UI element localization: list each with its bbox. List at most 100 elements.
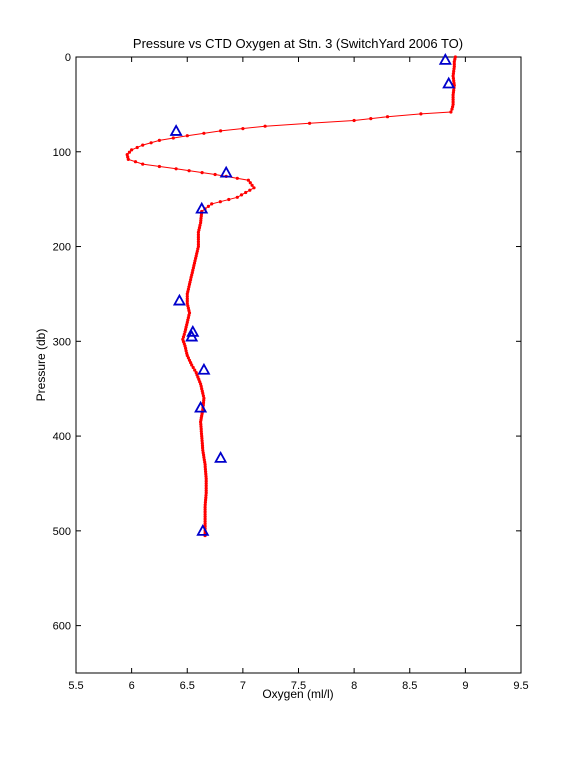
oxygen-data-point (185, 353, 189, 358)
oxygen-data-point (200, 439, 204, 443)
oxygen-data-point (187, 308, 191, 313)
oxygen-profile-path (126, 56, 456, 536)
oxygen-data-point (250, 183, 254, 187)
x-tick-label: 9.5 (513, 680, 528, 692)
oxygen-data-point (206, 204, 210, 208)
oxygen-data-point (190, 363, 194, 367)
bottle-sample-triangle (438, 52, 452, 65)
x-axis-label: Oxygen (ml/l) (262, 687, 333, 701)
x-tick-label: 7 (240, 680, 246, 692)
oxygen-data-point (187, 313, 191, 317)
oxygen-data-point (186, 316, 190, 320)
oxygen-data-point (352, 118, 356, 123)
x-tick-label: 9 (462, 680, 468, 692)
oxygen-data-point (174, 167, 178, 171)
y-tick-label: 200 (53, 242, 71, 254)
oxygen-data-point (202, 398, 206, 402)
oxygen-data-point (185, 134, 189, 138)
oxygen-data-point (194, 254, 198, 258)
oxygen-data-point (204, 479, 208, 483)
oxygen-data-point (127, 150, 131, 154)
oxygen-data-point (195, 252, 199, 256)
y-tick-label: 600 (53, 621, 71, 633)
oxygen-data-point (185, 294, 189, 298)
oxygen-data-point (204, 477, 208, 481)
oxygen-data-point (199, 425, 203, 429)
x-tick-label: 5.5 (68, 680, 83, 692)
oxygen-data-point (201, 401, 206, 405)
oxygen-data-point (184, 325, 188, 329)
oxygen-data-point (451, 102, 455, 106)
oxygen-data-point (182, 332, 186, 336)
oxygen-data-point (185, 297, 189, 301)
oxygen-data-point (186, 318, 190, 322)
oxygen-data-point (200, 171, 204, 175)
oxygen-data-point (203, 462, 207, 467)
bottle-sample-triangle (195, 201, 209, 214)
oxygen-data-point (227, 197, 231, 202)
oxygen-data-point (187, 282, 192, 286)
oxygen-data-point (185, 301, 189, 305)
oxygen-data-point (200, 434, 204, 438)
oxygen-data-point (235, 176, 239, 180)
oxygen-data-point (451, 98, 455, 102)
oxygen-data-point (157, 164, 161, 169)
oxygen-data-point (199, 427, 203, 431)
bottle-sample-triangle (197, 362, 211, 375)
oxygen-data-point (204, 496, 208, 500)
oxygen-data-point (197, 226, 202, 230)
oxygen-data-point (210, 202, 214, 206)
oxygen-data-point (183, 344, 187, 348)
oxygen-data-point (385, 115, 390, 119)
oxygen-data-point (451, 100, 455, 104)
oxygen-data-point (200, 441, 204, 445)
oxygen-data-point (218, 200, 222, 204)
bottle-sample-triangle (169, 124, 183, 136)
oxygen-data-point (190, 271, 194, 275)
oxygen-data-point (187, 169, 191, 173)
oxygen-data-point (204, 484, 208, 488)
oxygen-data-point (157, 138, 161, 142)
oxygen-data-point (191, 268, 195, 272)
oxygen-data-point (202, 453, 206, 457)
oxygen-data-point (199, 422, 203, 426)
oxygen-data-point (203, 517, 207, 521)
oxygen-data-point (203, 515, 207, 519)
oxygen-data-point (200, 444, 205, 448)
oxygen-data-point (203, 460, 207, 464)
oxygen-data-point (204, 498, 208, 502)
oxygen-data-point (199, 216, 203, 220)
oxygen-data-point (452, 62, 456, 66)
oxygen-data-point (192, 263, 196, 268)
oxygen-data-point (130, 148, 134, 152)
oxygen-data-point (452, 67, 456, 71)
oxygen-data-point (451, 90, 455, 95)
oxygen-data-point (241, 127, 245, 131)
oxygen-data-point (199, 384, 203, 388)
oxygen-data-point (126, 157, 130, 161)
oxygen-data-point (141, 162, 145, 166)
y-tick-label: 400 (53, 431, 71, 443)
oxygen-data-point (203, 507, 207, 512)
x-tick-label: 8 (351, 680, 357, 692)
plot-area (75, 56, 522, 674)
oxygen-data-point (451, 93, 455, 97)
chart-title: Pressure vs CTD Oxygen at Stn. 3 (Switch… (133, 36, 463, 51)
bottle-sample-triangle (172, 293, 186, 306)
oxygen-data-point (125, 153, 129, 157)
bottle-sample-triangle (219, 165, 233, 178)
oxygen-data-point (203, 512, 207, 516)
oxygen-data-point (185, 299, 189, 303)
x-tick-label: 6.5 (180, 680, 195, 692)
oxygen-data-point (201, 391, 205, 395)
bottle-sample-triangle (442, 76, 456, 89)
oxygen-data-point (263, 124, 267, 128)
oxygen-profile-line (126, 56, 456, 536)
oxygen-data-point (196, 247, 200, 251)
oxygen-data-point (204, 491, 208, 495)
oxygen-data-point (248, 181, 252, 185)
bottle-sample-triangle (185, 329, 199, 342)
oxygen-data-point (452, 79, 456, 83)
oxygen-data-point (186, 356, 190, 360)
